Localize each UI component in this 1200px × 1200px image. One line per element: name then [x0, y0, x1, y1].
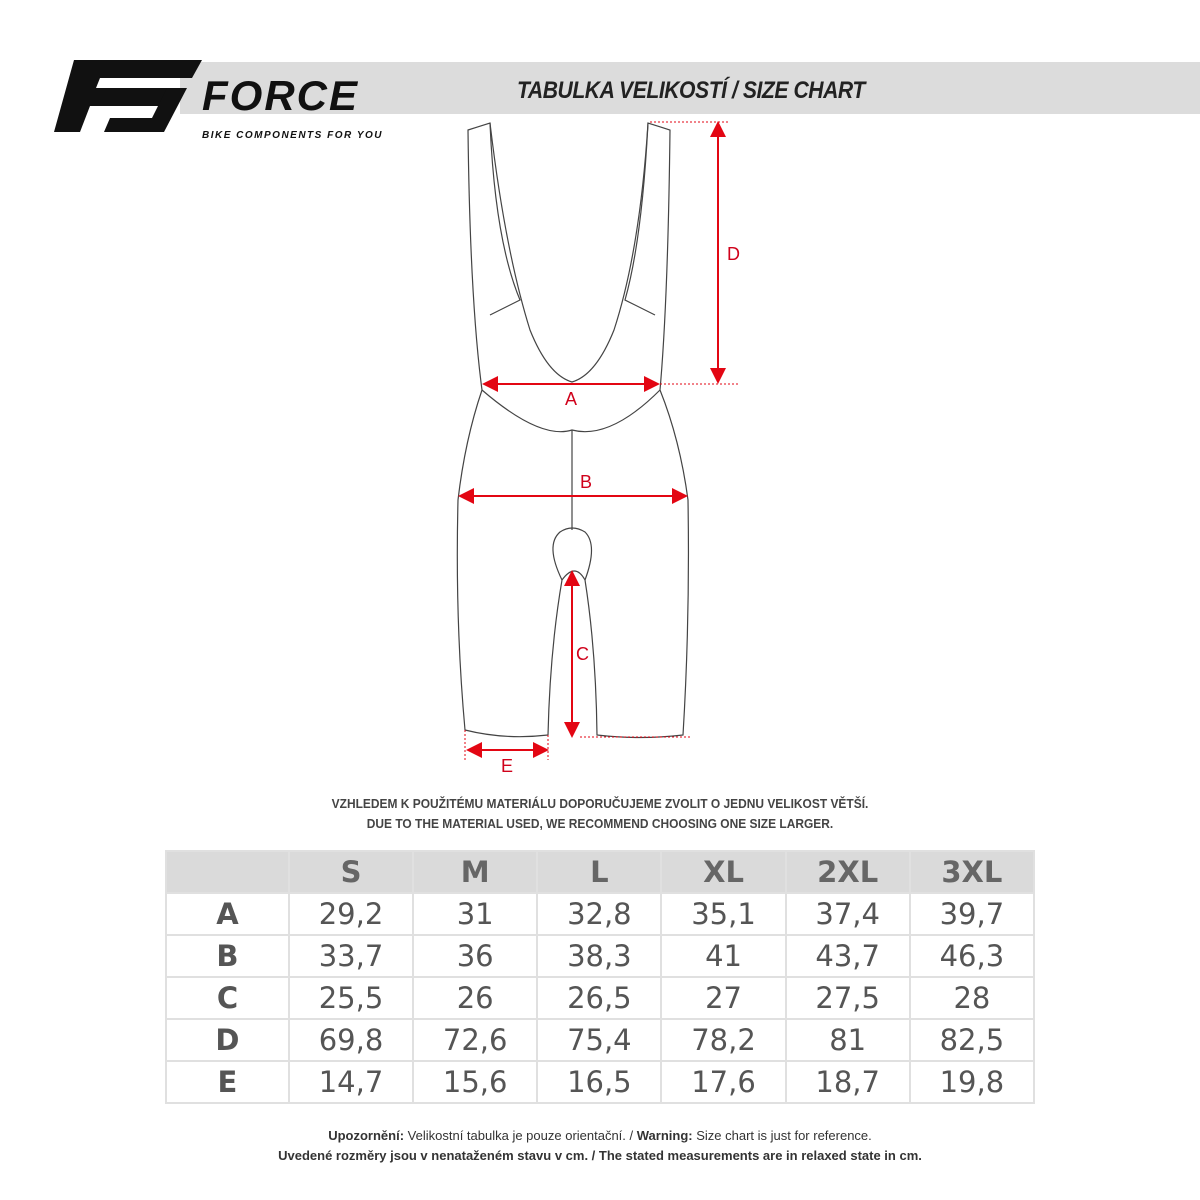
- table-header-row: S M L XL 2XL 3XL: [165, 850, 1036, 894]
- row-label: A: [165, 892, 290, 936]
- header-cell: 3XL: [908, 850, 1036, 894]
- bib-shorts-diagram: A B C D E: [456, 121, 740, 776]
- row-label: E: [165, 1060, 290, 1104]
- table-row: C 25,5 26 26,5 27 27,5 28: [165, 976, 1036, 1020]
- table-cell: 28: [908, 976, 1036, 1020]
- table-cell: 46,3: [908, 934, 1036, 978]
- label-b: B: [580, 472, 592, 492]
- table-cell: 36: [412, 934, 539, 978]
- warning-label-cz: Upozornění:: [328, 1128, 405, 1143]
- table-cell: 37,4: [784, 892, 911, 936]
- header-cell: L: [536, 850, 663, 894]
- row-label: D: [165, 1018, 290, 1062]
- warning-text-cz: Velikostní tabulka je pouze orientační. …: [404, 1128, 637, 1143]
- footer-warning: Upozornění: Velikostní tabulka je pouze …: [0, 1128, 1200, 1143]
- table-cell: 72,6: [412, 1018, 539, 1062]
- table-cell: 82,5: [908, 1018, 1036, 1062]
- table-cell: 39,7: [908, 892, 1036, 936]
- table-cell: 33,7: [287, 934, 415, 978]
- row-label: C: [165, 976, 290, 1020]
- label-e: E: [501, 756, 513, 776]
- recommendation-cz: VZHLEDEM K POUŽITÉMU MATERIÁLU DOPORUČUJ…: [331, 796, 869, 811]
- page-title: TABULKA VELIKOSTÍ / SIZE CHART: [517, 77, 865, 104]
- header-cell: M: [412, 850, 539, 894]
- header-cell: [165, 850, 290, 894]
- table-row: A 29,2 31 32,8 35,1 37,4 39,7: [165, 892, 1036, 936]
- label-a: A: [565, 389, 577, 409]
- table-cell: 26,5: [536, 976, 663, 1020]
- table-cell: 75,4: [536, 1018, 663, 1062]
- title-banner: [180, 62, 1200, 114]
- table-cell: 78,2: [660, 1018, 787, 1062]
- table-cell: 25,5: [287, 976, 415, 1020]
- table-row: B 33,7 36 38,3 41 43,7 46,3: [165, 934, 1036, 978]
- table-cell: 41: [660, 934, 787, 978]
- table-cell: 31: [412, 892, 539, 936]
- table-cell: 18,7: [784, 1060, 911, 1104]
- table-cell: 19,8: [908, 1060, 1036, 1104]
- table-row: D 69,8 72,6 75,4 78,2 81 82,5: [165, 1018, 1036, 1062]
- table-cell: 27: [660, 976, 787, 1020]
- table-cell: 43,7: [784, 934, 911, 978]
- size-table: S M L XL 2XL 3XL A 29,2 31 32,8 35,1 37,4 39,7…: [165, 850, 1036, 1104]
- table-cell: 17,6: [660, 1060, 787, 1104]
- table-cell: 27,5: [784, 976, 911, 1020]
- footer-measurement-note: Uvedené rozměry jsou v nenataženém stavu…: [278, 1148, 922, 1163]
- warning-label-en: Warning:: [636, 1128, 693, 1143]
- logo-tagline: BIKE COMPONENTS FOR YOU: [202, 130, 383, 141]
- table-cell: 14,7: [287, 1060, 415, 1104]
- table-cell: 81: [784, 1018, 911, 1062]
- table-cell: 38,3: [536, 934, 663, 978]
- table-cell: 29,2: [287, 892, 415, 936]
- recommendation-en: DUE TO THE MATERIAL USED, WE RECOMMEND C…: [366, 816, 834, 831]
- force-logo: FORCE BIKE COMPONENTS FOR YOU: [54, 60, 383, 141]
- measure-lines: [458, 121, 740, 760]
- row-label: B: [165, 934, 290, 978]
- label-d: D: [727, 244, 740, 264]
- table-row: E 14,7 15,6 16,5 17,6 18,7 19,8: [165, 1060, 1036, 1104]
- table-cell: 35,1: [660, 892, 787, 936]
- header-cell: S: [287, 850, 415, 894]
- header-cell: 2XL: [784, 850, 911, 894]
- header-cell: XL: [660, 850, 787, 894]
- warning-text-en: Size chart is just for reference.: [692, 1128, 872, 1143]
- logo-brand: FORCE: [202, 72, 359, 119]
- table-cell: 32,8: [536, 892, 663, 936]
- label-c: C: [576, 644, 589, 664]
- table-cell: 69,8: [287, 1018, 415, 1062]
- table-cell: 26: [412, 976, 539, 1020]
- table-cell: 16,5: [536, 1060, 663, 1104]
- table-cell: 15,6: [412, 1060, 539, 1104]
